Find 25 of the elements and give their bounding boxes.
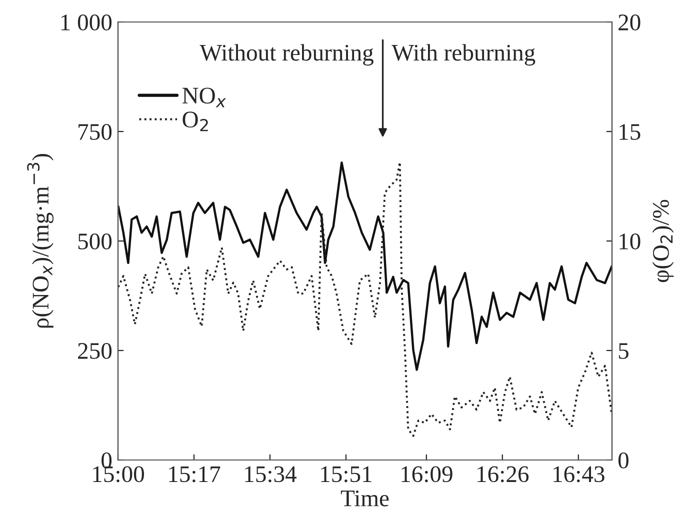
y-tick-label: 1 000	[61, 14, 112, 30]
y-tick-label: 750	[78, 124, 112, 140]
x-tick-label: 15:34	[245, 466, 297, 482]
legend-label: NO$_{x}$	[182, 88, 226, 108]
x-tick-label: 16:09	[402, 466, 452, 482]
legend-label: O$_{2}$	[182, 112, 208, 132]
x-tick-label: 15:17	[169, 466, 220, 482]
y-tick-label: 250	[78, 342, 112, 359]
y-tick-label: 500	[78, 233, 112, 250]
x-axis-title: Time	[340, 490, 389, 506]
y2-tick-label: 15	[620, 124, 640, 140]
x-tick-label: 15:00	[93, 466, 144, 482]
y2-tick-label: 0	[618, 452, 628, 468]
x-tick-label: 16:26	[478, 466, 529, 482]
x-tick-label: 16:43	[554, 466, 604, 482]
y-axis-title: ρ(NO$_{x}$)/(mg·m$^{−3}$)	[27, 154, 54, 328]
y2-tick-label: 5	[618, 343, 628, 359]
y2-tick-label: 20	[618, 14, 640, 30]
line-series	[118, 161, 612, 437]
annotation: With reburning	[392, 44, 536, 66]
y2-axis-title: φ(O$_{2}$)/%	[652, 200, 674, 282]
annotation: Without reburning	[200, 44, 374, 66]
x-tick-label: 15:51	[321, 466, 372, 482]
line-series	[118, 161, 612, 371]
y2-tick-label: 10	[620, 233, 640, 250]
